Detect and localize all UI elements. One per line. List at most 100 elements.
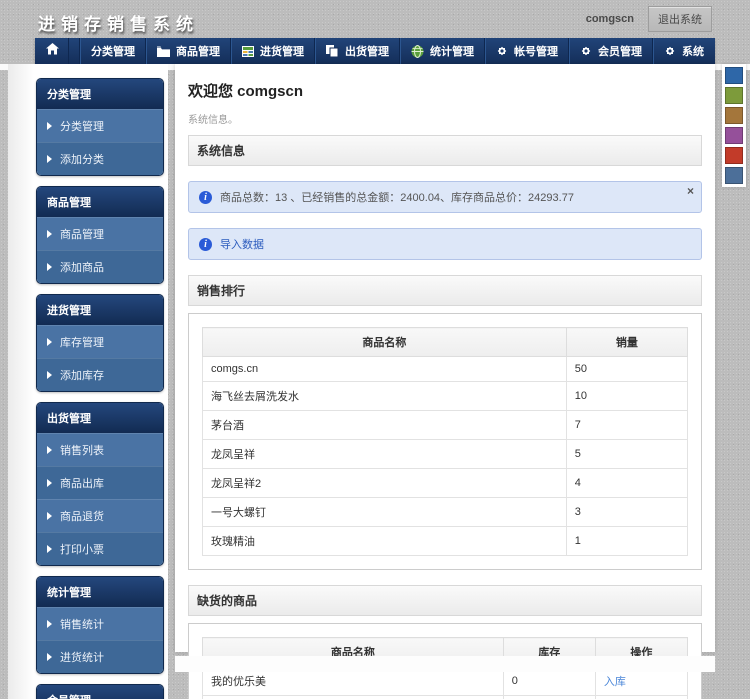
- system-summary-alert: i 商品总数：13 、已经销售的总金额：2400.04、库存商品总价：24293…: [188, 181, 702, 213]
- nav-item-7[interactable]: 系统: [653, 38, 715, 64]
- table-row: 一号大螺钉 3: [202, 497, 689, 527]
- theme-swatch-0[interactable]: [725, 67, 743, 84]
- action-cell: 入库: [594, 695, 689, 699]
- nav-item-label: 统计管理: [430, 46, 474, 58]
- out-of-stock-panel: 缺货的商品 商品名称 库存 操作 我的优乐美0入库洗衣片0入库就看了会尽快离婚卡…: [188, 585, 702, 699]
- sidebar-item-4-0[interactable]: 销售统计: [37, 607, 163, 640]
- globe-icon: [411, 44, 424, 58]
- chevron-right-icon: [47, 479, 52, 487]
- sales-qty-cell: 5: [565, 439, 689, 469]
- chevron-right-icon: [47, 371, 52, 379]
- sidebar-item-label: 进货统计: [60, 652, 104, 664]
- sidebar-item-label: 商品出库: [60, 478, 104, 490]
- table-row: 洗衣片0入库: [202, 695, 689, 699]
- sidebar-item-0-0[interactable]: 分类管理: [37, 109, 163, 142]
- logout-button[interactable]: 退出系统: [648, 6, 712, 32]
- theme-swatch-5[interactable]: [725, 167, 743, 184]
- theme-swatch-2[interactable]: [725, 107, 743, 124]
- sidebar-item-4-1[interactable]: 进货统计: [37, 640, 163, 673]
- system-summary-text: 商品总数：13 、已经销售的总金额：2400.04、库存商品总价：24293.7…: [220, 192, 574, 204]
- sidebar-section-4: 统计管理销售统计进货统计: [36, 576, 164, 674]
- sales-ranking-table: 商品名称 销量 comgs.cn 50 海飞丝去屑洗发水 10 茅台酒 7 龙凤呈祥 5 龙凤呈…: [202, 327, 689, 556]
- product-name-cell: 海飞丝去屑洗发水: [202, 381, 567, 411]
- sales-ranking-title: 销售排行: [188, 275, 702, 306]
- product-name-cell: 洗衣片: [202, 695, 504, 699]
- app-title: 进销存销售系统: [38, 15, 199, 34]
- close-icon[interactable]: ×: [686, 184, 694, 198]
- sidebar-item-label: 销售列表: [60, 445, 104, 457]
- nav-item-4[interactable]: 统计管理: [400, 38, 485, 64]
- chevron-right-icon: [47, 446, 52, 454]
- chevron-right-icon: [47, 263, 52, 271]
- sidebar-item-label: 商品管理: [60, 229, 104, 241]
- nav-item-2[interactable]: 进货管理: [231, 38, 315, 64]
- nav-item-label: 帐号管理: [514, 46, 558, 58]
- sidebar-item-1-0[interactable]: 商品管理: [37, 217, 163, 250]
- sales-qty-cell: 1: [565, 526, 689, 556]
- sidebar-item-1-1[interactable]: 添加商品: [37, 250, 163, 283]
- sales-ranking-panel: 销售排行 商品名称 销量 comgs.cn 50 海飞丝去屑洗发水 10 茅台酒 7 龙凤呈…: [188, 275, 702, 570]
- table-row: 茅台酒 7: [202, 410, 689, 440]
- sales-qty-cell: 10: [565, 381, 689, 411]
- sidebar-item-0-1[interactable]: 添加分类: [37, 142, 163, 175]
- page-title: 欢迎您 comgscn: [188, 83, 304, 100]
- table-row: 海飞丝去屑洗发水 10: [202, 381, 689, 411]
- sidebar-item-label: 添加商品: [60, 262, 104, 274]
- sidebar-item-2-1[interactable]: 添加库存: [37, 358, 163, 391]
- chevron-right-icon: [47, 653, 52, 661]
- theme-swatch-4[interactable]: [725, 147, 743, 164]
- sidebar-item-3-0[interactable]: 销售列表: [37, 433, 163, 466]
- sales-qty-cell: 7: [565, 410, 689, 440]
- main-content: 欢迎您 comgscn 系统信息。 系统信息 i 商品总数：13 、已经销售的总…: [175, 64, 715, 699]
- nav-item-0[interactable]: 分类管理: [80, 38, 146, 64]
- sidebar-section-title: 商品管理: [37, 187, 163, 217]
- sidebar: 分类管理 分类管理 添加分类 商品管理 商品管理 添加商品 进货管理 库存管理 添加库存 出货管理…: [8, 64, 168, 699]
- nav-item-5[interactable]: 帐号管理: [485, 38, 569, 64]
- theme-swatch-3[interactable]: [725, 127, 743, 144]
- sidebar-section-title: 会员管理: [37, 685, 163, 699]
- info-icon: i: [199, 190, 212, 204]
- sidebar-item-label: 分类管理: [60, 121, 104, 133]
- nav-item-3[interactable]: 出货管理: [315, 38, 400, 64]
- theme-color-palette: [722, 64, 746, 187]
- column-header-qty: 销量: [565, 327, 689, 357]
- out-of-stock-title: 缺货的商品: [188, 585, 702, 616]
- product-name-cell: 龙凤呈祥: [202, 439, 567, 469]
- column-header-product: 商品名称: [202, 327, 567, 357]
- import-data-link[interactable]: 导入数据: [220, 239, 264, 251]
- product-name-cell: 一号大螺钉: [202, 497, 567, 527]
- nav-item-6[interactable]: 会员管理: [569, 38, 653, 64]
- sidebar-section-2: 进货管理 库存管理 添加库存: [36, 294, 164, 392]
- sidebar-item-2-0[interactable]: 库存管理: [37, 325, 163, 358]
- product-name-cell: 茅台酒: [202, 410, 567, 440]
- sidebar-item-label: 商品退货: [60, 511, 104, 523]
- table-row: 玫瑰精油 1: [202, 526, 689, 556]
- page-subtitle: 系统信息。: [188, 115, 238, 126]
- table-header-row: 商品名称 销量: [202, 327, 689, 357]
- table-row: 龙凤呈祥2 4: [202, 468, 689, 498]
- restock-link[interactable]: 入库: [603, 676, 626, 688]
- nav-spacer: [69, 38, 80, 64]
- sidebar-section-title: 统计管理: [37, 577, 163, 607]
- nav-home-button[interactable]: [35, 38, 69, 64]
- sidebar-item-3-1[interactable]: 商品出库: [37, 466, 163, 499]
- nav-item-label: 会员管理: [598, 46, 642, 58]
- sidebar-item-3-2[interactable]: 商品退货: [37, 499, 163, 532]
- chevron-right-icon: [47, 155, 52, 163]
- sidebar-item-label: 打印小票: [60, 544, 104, 556]
- nav-item-label: 系统: [682, 46, 704, 58]
- nav-item-label: 进货管理: [260, 46, 304, 58]
- chevron-right-icon: [47, 545, 52, 553]
- chevron-right-icon: [47, 620, 52, 628]
- nav-item-1[interactable]: 商品管理: [146, 38, 231, 64]
- theme-swatch-1[interactable]: [725, 87, 743, 104]
- gear-icon: [580, 45, 592, 57]
- nav-item-label: 分类管理: [91, 46, 135, 58]
- sidebar-item-label: 销售统计: [60, 619, 104, 631]
- out-of-stock-table: 商品名称 库存 操作 我的优乐美0入库洗衣片0入库就看了会尽快离婚卡里0入库慧乐…: [202, 637, 689, 699]
- sales-ranking-body: 商品名称 销量 comgs.cn 50 海飞丝去屑洗发水 10 茅台酒 7 龙凤呈祥 5 龙凤呈…: [188, 313, 702, 570]
- footer-strip: [175, 656, 715, 672]
- sidebar-item-3-3[interactable]: 打印小票: [37, 532, 163, 565]
- sales-qty-cell: 3: [565, 497, 689, 527]
